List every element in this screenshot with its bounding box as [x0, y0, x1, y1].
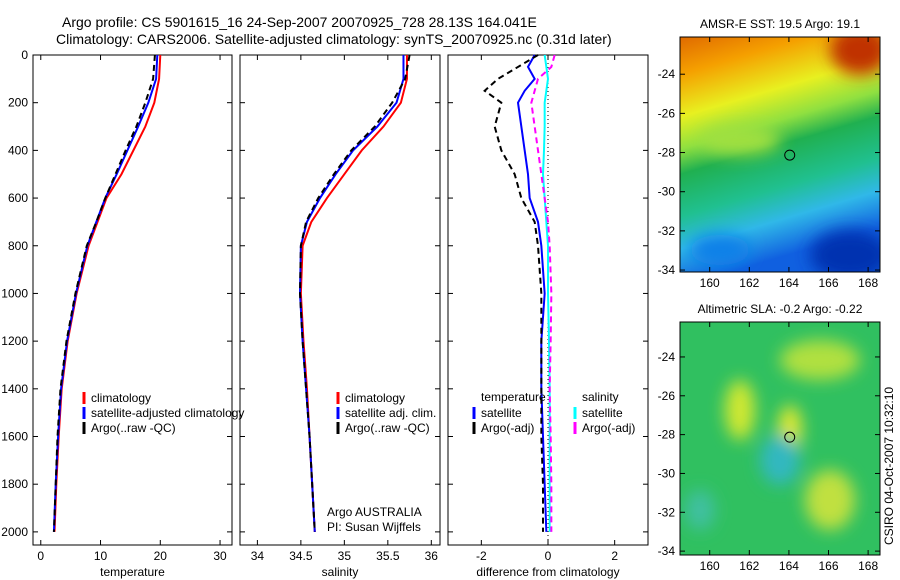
legend-label: Argo(-adj) — [481, 421, 534, 435]
y-tick-label: -34 — [658, 263, 676, 277]
y-tick-label: -28 — [658, 428, 676, 442]
legend-label: satellite — [582, 406, 623, 420]
x-tick-label: 35.5 — [376, 549, 400, 563]
x-tick-label: 34 — [251, 549, 265, 563]
y-tick-label: 1000 — [1, 286, 28, 300]
y-tick-label: -32 — [658, 505, 676, 519]
y-tick-label: -24 — [658, 67, 676, 81]
map-title: AMSR-E SST: 19.5 Argo: 19.1 — [700, 17, 860, 31]
y-tick-label: 1400 — [1, 382, 28, 396]
x-axis-label: difference from climatology — [476, 565, 619, 579]
y-tick-label: -30 — [658, 185, 676, 199]
series-line-climatology — [53, 54, 162, 532]
legend-label: Argo(-adj) — [582, 421, 635, 435]
x-tick-label: 166 — [818, 559, 838, 573]
series-line-salinity-argo-adj- — [530, 54, 556, 532]
series-line-climatology — [299, 55, 408, 532]
legend-header: temperature — [481, 390, 546, 404]
series-line-satellite-adjusted-climatology — [52, 54, 159, 532]
x-tick-label: 162 — [739, 276, 759, 290]
x-tick-label: 0 — [545, 549, 552, 563]
y-tick-label: -32 — [658, 224, 676, 238]
x-tick-label: 162 — [739, 559, 759, 573]
x-tick-label: 160 — [700, 276, 720, 290]
y-tick-label: 200 — [8, 96, 28, 110]
x-tick-label: 168 — [858, 276, 878, 290]
legend-label: climatology — [345, 391, 405, 405]
y-tick-label: 1800 — [1, 477, 28, 491]
profile-location-marker — [784, 149, 796, 161]
series-line-temperature-satellite — [516, 54, 548, 532]
x-tick-label: 166 — [818, 276, 838, 290]
footer-timestamp: CSIRO 04-Oct-2007 10:32:10 — [882, 387, 896, 545]
y-tick-label: 1200 — [1, 334, 28, 348]
x-tick-label: 30 — [213, 549, 227, 563]
axes-box-1 — [239, 54, 441, 546]
legend-label: satellite — [481, 406, 522, 420]
x-tick-label: 0 — [37, 549, 44, 563]
x-tick-label: 20 — [154, 549, 168, 563]
axes-box-0 — [32, 54, 233, 546]
legend-header: salinity — [582, 390, 619, 404]
y-tick-label: -26 — [658, 389, 676, 403]
profile-location-marker — [784, 431, 796, 443]
y-tick-label: 400 — [8, 143, 28, 157]
y-tick-label: 0 — [21, 48, 28, 62]
x-axis-label: salinity — [322, 565, 359, 579]
annotation: PI: Susan Wijffels — [327, 520, 421, 534]
y-tick-label: 1600 — [1, 430, 28, 444]
x-tick-label: 2 — [611, 549, 618, 563]
x-tick-label: -2 — [476, 549, 487, 563]
title-line-2: Climatology: CARS2006. Satellite-adjuste… — [56, 31, 612, 47]
x-tick-label: 10 — [94, 549, 108, 563]
y-tick-label: -24 — [658, 350, 676, 364]
x-tick-label: 164 — [779, 276, 799, 290]
x-tick-label: 35 — [338, 549, 352, 563]
x-tick-label: 160 — [700, 559, 720, 573]
map-title: Altimetric SLA: -0.2 Argo: -0.22 — [698, 302, 863, 316]
y-tick-label: 800 — [8, 239, 28, 253]
series-line-satellite-adj-clim- — [298, 55, 405, 532]
legend-label: Argo(..raw -QC) — [91, 421, 176, 435]
legend-label: Argo(..raw -QC) — [345, 421, 430, 435]
y-tick-label: -26 — [658, 106, 676, 120]
x-tick-label: 164 — [779, 559, 799, 573]
x-tick-label: 36 — [425, 549, 439, 563]
axes-box-3 — [679, 36, 881, 273]
legend-label: satellite adj. clim. — [345, 406, 436, 420]
sst-map-field — [680, 37, 880, 272]
y-tick-label: -28 — [658, 146, 676, 160]
series-line-temperature-argo-adj- — [483, 54, 544, 532]
annotation: Argo AUSTRALIA — [327, 505, 422, 519]
y-tick-label: -34 — [658, 544, 676, 558]
x-tick-label: 168 — [858, 559, 878, 573]
y-tick-label: 2000 — [1, 525, 28, 539]
series-line-argo-raw-qc- — [298, 54, 411, 532]
sla-map-field — [680, 322, 880, 555]
legend-label: climatology — [91, 391, 151, 405]
y-tick-label: 600 — [8, 191, 28, 205]
x-axis-label: temperature — [100, 565, 165, 579]
title-line-1: Argo profile: CS 5901615_16 24-Sep-2007 … — [62, 14, 537, 30]
legend-label: satellite-adjusted climatology — [91, 406, 244, 420]
y-tick-label: -30 — [658, 466, 676, 480]
series-line-argo-raw-qc- — [52, 54, 156, 532]
x-tick-label: 34.5 — [289, 549, 313, 563]
axes-box-4 — [679, 321, 881, 556]
